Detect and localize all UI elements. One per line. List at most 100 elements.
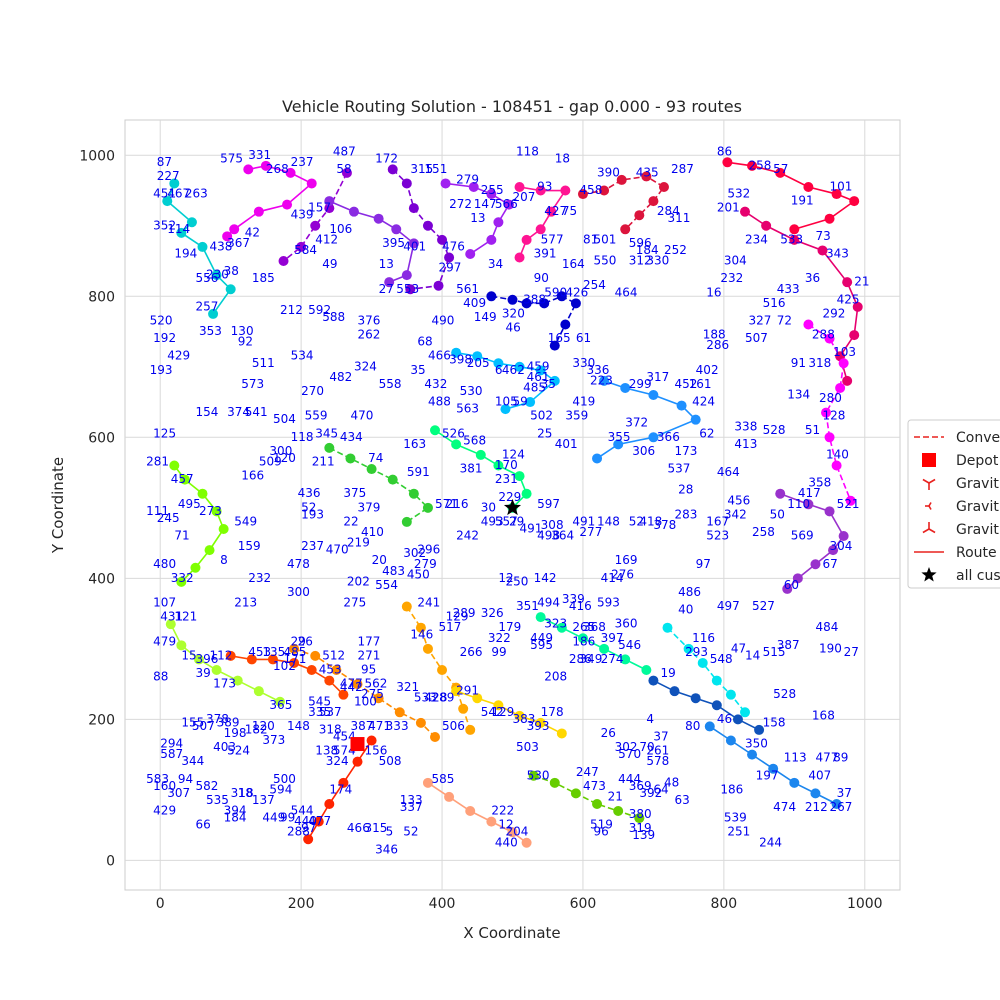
node-label: 51 [805,423,820,437]
node-label: 360 [615,617,638,631]
customer-point [549,777,560,788]
customer-point [225,284,236,295]
customer-point [289,657,300,668]
node-label: 242 [456,529,479,543]
legend-item: Depot [922,453,999,469]
node-label: 344 [181,754,204,768]
customer-point [493,700,504,711]
node-label: 458 [579,183,602,197]
node-label: 533 [780,232,803,246]
node-label: 185 [252,271,275,285]
customer-point [165,619,176,630]
node-label: 171 [284,652,307,666]
node-label: 561 [456,282,479,296]
customer-point [697,657,708,668]
node-label: 105 [495,395,518,409]
customer-point [437,665,448,675]
node-label: 26 [601,726,616,740]
node-label: 99 [491,645,506,659]
node-label: 68 [417,335,432,349]
node-label: 500 [273,772,296,786]
node-label: 266 [460,645,483,659]
customer-point [662,622,673,633]
customer-point [525,397,536,408]
y-tick-label: 200 [88,712,115,728]
node-label: 288 [287,825,310,839]
customer-point [514,710,525,721]
node-label: 401 [403,239,426,253]
customer-point [838,358,849,369]
node-label: 537 [668,462,691,476]
node-label: 302 [615,740,638,754]
node-label: 177 [358,634,381,648]
legend-swatch [922,528,930,534]
node-labels-layer: 8722745146726335211419455625752019242919… [146,144,869,856]
node-label: 280 [819,391,842,405]
node-label: 583 [146,772,169,786]
customer-point [725,689,736,700]
node-label: 412 [315,232,338,246]
node-label: 273 [199,504,222,518]
node-label: 521 [837,497,860,511]
node-label: 587 [160,747,183,761]
customer-point [613,806,624,817]
node-label: 94 [178,772,193,786]
node-label: 474 [773,800,796,814]
node-label: 128 [823,409,846,423]
node-label: 549 [234,514,257,528]
node-label: 46 [505,321,520,335]
customer-point [211,665,222,675]
node-label: 60 [784,578,799,592]
node-label: 407 [808,768,831,782]
node-label: 435 [636,165,659,179]
node-label: 263 [185,187,208,201]
node-label: 490 [431,313,454,327]
customer-point [444,252,455,263]
customer-point [253,206,264,217]
customer-point [634,813,645,824]
node-label: 498 [537,529,560,543]
customer-point [831,460,842,471]
node-label: 275 [343,596,366,610]
node-label: 74 [368,451,383,465]
node-label: 272 [449,197,472,211]
axis-ticks: 0 200 400 600 800 1000 0 200 400 600 800 1000 [79,148,882,912]
node-label: 161 [689,377,712,391]
node-label: 345 [315,426,338,440]
node-label: 429 [167,349,190,363]
customer-point [535,717,546,728]
node-label: 110 [787,497,810,511]
customer-point [648,675,659,686]
node-label: 138 [315,744,338,758]
node-label: 485 [284,645,307,659]
node-label: 378 [653,518,676,532]
node-label: 461 [527,370,550,384]
customer-point [218,523,229,534]
node-label: 508 [379,754,402,768]
legend-swatch [922,478,930,484]
node-label: 477 [308,814,331,828]
customer-point [338,689,349,700]
customer-point [451,347,462,358]
node-label: 279 [414,557,437,571]
customer-point [486,234,497,245]
customer-point [616,174,627,185]
node-label: 18 [555,151,570,165]
node-label: 151 [424,162,447,176]
node-label: 261 [646,744,669,758]
node-label: 8 [220,553,228,567]
node-label: 553 [396,282,419,296]
node-label: 327 [749,313,772,327]
node-label: 63 [675,793,690,807]
node-label: 291 [456,684,479,698]
customer-point [197,241,208,252]
node-label: 296 [417,543,440,557]
customer-point [451,439,462,450]
node-label: 323 [544,617,567,631]
route-line [293,648,436,738]
node-label: 58 [336,162,351,176]
node-label: 265 [572,620,595,634]
node-label: 477 [340,677,363,691]
node-label: 20 [372,553,387,567]
legend-label: Gravit [956,476,999,492]
